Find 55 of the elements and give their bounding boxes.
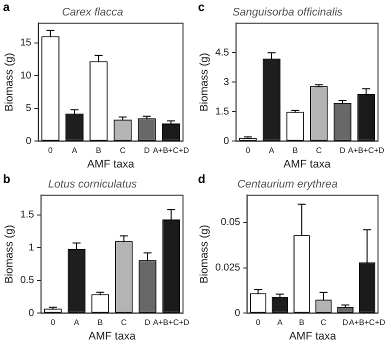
y-axis-title: Biomass (g) — [198, 52, 211, 112]
x-tick-label: B — [96, 146, 102, 156]
y-tick-label: 0.05 — [220, 217, 241, 228]
x-tick-label: A+B+C+D — [348, 146, 385, 156]
y-axis-title: Biomass (g) — [4, 52, 16, 112]
y-tick-label: 0 — [26, 136, 32, 147]
y-tick-label: 0 — [234, 308, 241, 319]
x-axis-title: AMF taxa — [289, 330, 338, 342]
x-tick-label: B — [98, 318, 103, 328]
y-tick-label: 3 — [224, 76, 230, 88]
x-tick-label: A+B+C+D — [153, 318, 190, 328]
y-tick-label: 4.5 — [215, 47, 230, 58]
x-tick-label: A — [277, 318, 284, 328]
chart-title: Sanguisorba officinalis — [232, 6, 344, 19]
chart-title: Lotus corniculatus — [48, 178, 138, 191]
y-tick-label: 0.025 — [215, 262, 241, 274]
x-tick-label: A+B+C+D — [152, 146, 190, 156]
x-axis-title: AMF taxa — [87, 158, 136, 170]
x-tick-label: B — [299, 318, 304, 328]
chart-title: Centaurium erythrea — [237, 178, 338, 191]
y-tick-label: 15 — [20, 38, 32, 49]
y-tick-label: 0.5 — [20, 275, 35, 286]
x-tick-label: C — [120, 146, 126, 156]
text: c — [198, 0, 205, 14]
x-tick-label: 0 — [48, 146, 54, 156]
y-tick-label: 1.5 — [215, 106, 230, 118]
x-tick-label: A+B+C+D — [348, 318, 386, 328]
x-tick-label: 0 — [50, 318, 56, 328]
x-tick-label: C — [120, 318, 127, 328]
x-tick-label: D — [342, 318, 348, 328]
x-axis-title: AMF taxa — [88, 330, 136, 342]
text: b — [3, 172, 10, 186]
y-tick-label: 0 — [28, 308, 35, 319]
x-tick-label: D — [340, 146, 346, 156]
text: a — [3, 0, 10, 14]
x-tick-label: A — [268, 146, 275, 156]
y-tick-label: 5 — [26, 103, 32, 114]
text: d — [198, 172, 206, 186]
x-tick-label: D — [144, 146, 150, 156]
y-tick-label: 0 — [224, 136, 230, 147]
y-tick-label: 1.5 — [20, 210, 35, 221]
y-axis-title: Biomass (g) — [198, 224, 211, 284]
x-tick-label: A — [74, 318, 80, 328]
x-axis-title: AMF taxa — [284, 158, 332, 170]
y-tick-label: 1 — [28, 242, 35, 254]
x-tick-label: C — [320, 318, 327, 328]
x-tick-label: 0 — [256, 318, 261, 328]
chart-title: Carex flacca — [62, 6, 124, 19]
x-tick-label: A — [72, 146, 78, 156]
y-axis-title: Biomass (g) — [4, 224, 16, 284]
x-tick-label: D — [144, 318, 151, 328]
y-tick-label: 10 — [20, 70, 32, 82]
x-tick-label: B — [292, 146, 298, 156]
x-tick-label: 0 — [246, 146, 251, 156]
x-tick-label: C — [316, 146, 322, 156]
